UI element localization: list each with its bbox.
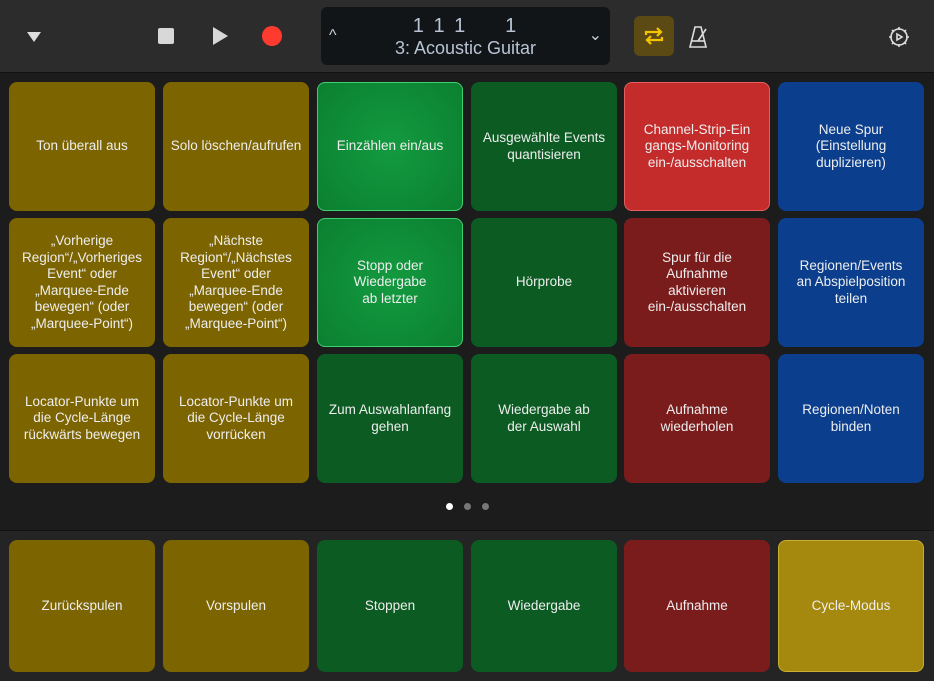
playhead-position: 1 1 1 1 [412, 15, 519, 37]
stop-button[interactable] [156, 26, 176, 46]
command-pad[interactable]: Aufnahme wiederholen [624, 354, 770, 483]
transport-pad[interactable]: Zurückspulen [9, 540, 155, 672]
page-dot[interactable] [464, 503, 471, 510]
transport-pad[interactable]: Stoppen [317, 540, 463, 672]
control-bar: ^ 1 1 1 1 3: Acoustic Guitar ⌄ [0, 0, 934, 73]
record-button[interactable] [261, 25, 283, 47]
command-pad[interactable]: Ausgewählte Events quantisieren [471, 82, 617, 211]
command-pad[interactable]: Spur für die Aufnahme aktivieren ein-/au… [624, 218, 770, 347]
settings-gear-icon[interactable] [886, 24, 912, 50]
command-pad[interactable]: Einzählen ein/aus [317, 82, 463, 211]
lcd-display[interactable]: ^ 1 1 1 1 3: Acoustic Guitar ⌄ [321, 7, 610, 65]
cycle-button[interactable] [634, 16, 674, 56]
command-pad[interactable]: „Vorherige Region“/„Vorheriges Event“ od… [9, 218, 155, 347]
command-pad[interactable]: Channel-Strip-Ein gangs-Monitoring ein-/… [624, 82, 770, 211]
command-pad[interactable]: Hörprobe [471, 218, 617, 347]
metronome-icon[interactable] [686, 24, 710, 50]
command-pad[interactable]: Stopp oder Wiedergabe ab letzter [317, 218, 463, 347]
command-pad[interactable]: Wiedergabe ab der Auswahl [471, 354, 617, 483]
command-pad[interactable]: „Nächste Region“/„Nächstes Event“ oder „… [163, 218, 309, 347]
chevron-down-icon[interactable]: ⌄ [588, 27, 602, 44]
transport-pad[interactable]: Wiedergabe [471, 540, 617, 672]
command-pad[interactable]: Zum Auswahlanfang gehen [317, 354, 463, 483]
transport-pad[interactable]: Vorspulen [163, 540, 309, 672]
page-dot[interactable] [446, 503, 453, 510]
command-pad[interactable]: Ton überall aus [9, 82, 155, 211]
command-pad[interactable]: Regionen/Events an Abspielposition teile… [778, 218, 924, 347]
dropdown-triangle-icon[interactable] [24, 28, 44, 46]
transport-pad[interactable]: Cycle-Modus [778, 540, 924, 672]
transport-pad[interactable]: Aufnahme [624, 540, 770, 672]
command-pad[interactable]: Locator-Punkte um die Cycle-Länge vorrüc… [163, 354, 309, 483]
page-dot[interactable] [482, 503, 489, 510]
track-name: 3: Acoustic Guitar [394, 38, 537, 58]
chevron-up-icon[interactable]: ^ [329, 27, 337, 44]
command-pad[interactable]: Locator-Punkte um die Cycle-Länge rückwä… [9, 354, 155, 483]
cycle-icon [644, 27, 664, 45]
play-button[interactable] [210, 26, 230, 46]
command-pad[interactable]: Regionen/Noten binden [778, 354, 924, 483]
command-pad[interactable]: Solo löschen/aufrufen [163, 82, 309, 211]
command-pad[interactable]: Neue Spur (Einstellung duplizieren) [778, 82, 924, 211]
